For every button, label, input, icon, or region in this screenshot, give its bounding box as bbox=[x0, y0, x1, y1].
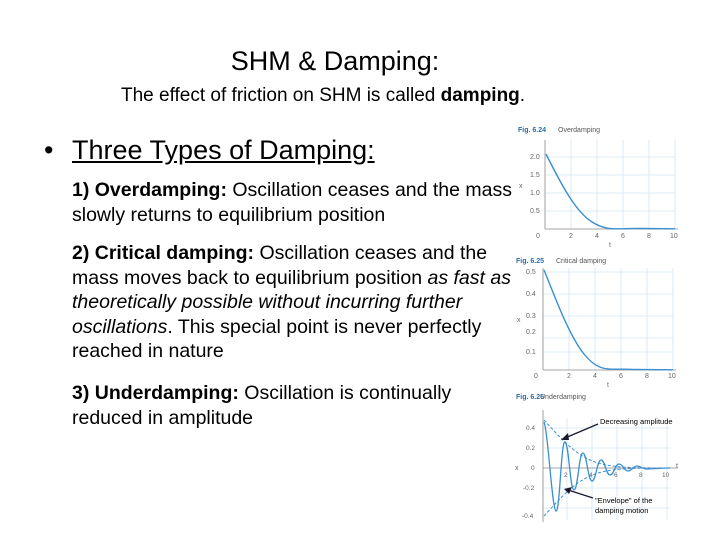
damping-type-critical: 2) Critical damping: Oscillation ceases … bbox=[72, 241, 512, 364]
subtitle-end: . bbox=[519, 85, 526, 106]
slide-subtitle: The effect of friction on SHM is called … bbox=[121, 84, 525, 108]
x-tick: 2 bbox=[569, 233, 573, 240]
y-tick: 0.1 bbox=[526, 349, 536, 356]
y-tick: 2.0 bbox=[530, 154, 540, 161]
y-axis-label: x bbox=[515, 465, 519, 472]
underdamping-curve bbox=[543, 421, 671, 512]
y-tick: 0.4 bbox=[526, 425, 535, 432]
critical-damping-graph: Fig. 6.25 Critical damping 0.5 0.4 0.3 0… bbox=[516, 258, 676, 388]
y-tick: 1.5 bbox=[530, 172, 540, 179]
fig-caption: Underdamping bbox=[540, 394, 586, 401]
x-tick: 8 bbox=[645, 373, 649, 380]
item-number: 2) bbox=[72, 242, 95, 264]
x-axis-label: t bbox=[676, 463, 678, 470]
y-tick: 0.3 bbox=[526, 313, 536, 320]
y-tick: 0.4 bbox=[526, 291, 536, 298]
x-tick: 0 bbox=[536, 233, 540, 240]
underdamping-graph: Fig. 6.26 Underdamping 0.4 0.2 0 -0.2 -0… bbox=[515, 394, 678, 522]
x-axis-label: t bbox=[609, 242, 611, 248]
y-tick: 1.0 bbox=[530, 190, 540, 197]
annotation-decreasing-amplitude: Decreasing amplitude bbox=[600, 417, 673, 426]
x-axis-label: t bbox=[607, 382, 609, 388]
arrow-head-icon bbox=[561, 433, 569, 440]
x-tick: 6 bbox=[621, 233, 625, 240]
y-tick: 0.2 bbox=[526, 329, 536, 336]
y-tick: 0.2 bbox=[526, 445, 535, 452]
damping-type-underdamping: 3) Underdamping: Oscillation is continua… bbox=[72, 381, 512, 430]
fig-label: Fig. 6.26 bbox=[516, 394, 544, 401]
x-tick: 10 bbox=[668, 373, 676, 380]
x-tick: 10 bbox=[670, 233, 678, 240]
y-axis-label: x bbox=[517, 317, 521, 324]
fig-label: Fig. 6.25 bbox=[516, 258, 544, 265]
overdamping-graph: Fig. 6.24 Overdamping 2.0 1.5 1.0 0.5 x … bbox=[518, 127, 678, 248]
x-tick: 8 bbox=[639, 472, 643, 479]
x-tick: 4 bbox=[593, 373, 597, 380]
item-text: Oscillation ceases and the mass moves ba… bbox=[72, 242, 488, 289]
grid bbox=[543, 268, 674, 370]
upper-envelope bbox=[543, 419, 671, 469]
item-term: Critical damping: bbox=[94, 242, 255, 264]
y-tick: -0.4 bbox=[522, 513, 534, 520]
annotation-envelope-line1: "Envelope" of the damping motion bbox=[595, 496, 652, 515]
y-tick: -0.2 bbox=[523, 485, 535, 492]
subtitle-bold-term: damping bbox=[440, 85, 520, 106]
x-tick: 2 bbox=[567, 373, 571, 380]
y-tick: 0.5 bbox=[530, 208, 540, 215]
item-text-end: . This special point is never perfectly … bbox=[72, 315, 482, 363]
item-number: 3) bbox=[72, 382, 95, 404]
annotation-arrow-top bbox=[564, 423, 599, 439]
item-term: Overdamping: bbox=[94, 179, 227, 201]
fig-caption: Critical damping bbox=[556, 258, 606, 265]
x-tick: 6 bbox=[619, 373, 623, 380]
item-number: 1) bbox=[72, 179, 95, 201]
subtitle-text: The effect of friction on SHM is called bbox=[121, 85, 441, 106]
y-axis-label: x bbox=[519, 183, 523, 190]
grid bbox=[545, 140, 676, 229]
bullet-dot-icon: • bbox=[44, 135, 54, 165]
item-text: Oscillation is continually reduced in am… bbox=[72, 382, 452, 429]
y-tick: 0 bbox=[531, 465, 535, 472]
arrow-head-icon bbox=[564, 487, 572, 494]
x-tick: 6 bbox=[614, 472, 618, 479]
bullet-heading-text: Three Types of Damping: bbox=[72, 135, 375, 165]
fig-label: Fig. 6.24 bbox=[518, 127, 546, 134]
y-tick: 0.5 bbox=[526, 269, 536, 276]
slide-title: SHM & Damping: bbox=[230, 46, 440, 76]
critical-damping-curve bbox=[543, 269, 674, 371]
x-tick: 0 bbox=[534, 373, 538, 380]
x-tick: 10 bbox=[662, 472, 670, 479]
x-tick: 8 bbox=[647, 233, 651, 240]
item-italic-text: as fast as theoretically possible withou… bbox=[72, 266, 511, 338]
item-text: Oscillation ceases and the mass slowly r… bbox=[72, 179, 513, 226]
bullet-heading: • Three Types of Damping: bbox=[44, 134, 375, 166]
item-term: Underdamping: bbox=[94, 382, 239, 404]
x-tick: 4 bbox=[595, 233, 599, 240]
fig-caption: Overdamping bbox=[558, 127, 600, 134]
x-tick: 2 bbox=[564, 472, 568, 479]
annotation-arrow-bottom bbox=[567, 489, 594, 499]
damping-type-overdamping: 1) Overdamping: Oscillation ceases and t… bbox=[72, 178, 512, 227]
overdamping-curve bbox=[545, 153, 676, 230]
